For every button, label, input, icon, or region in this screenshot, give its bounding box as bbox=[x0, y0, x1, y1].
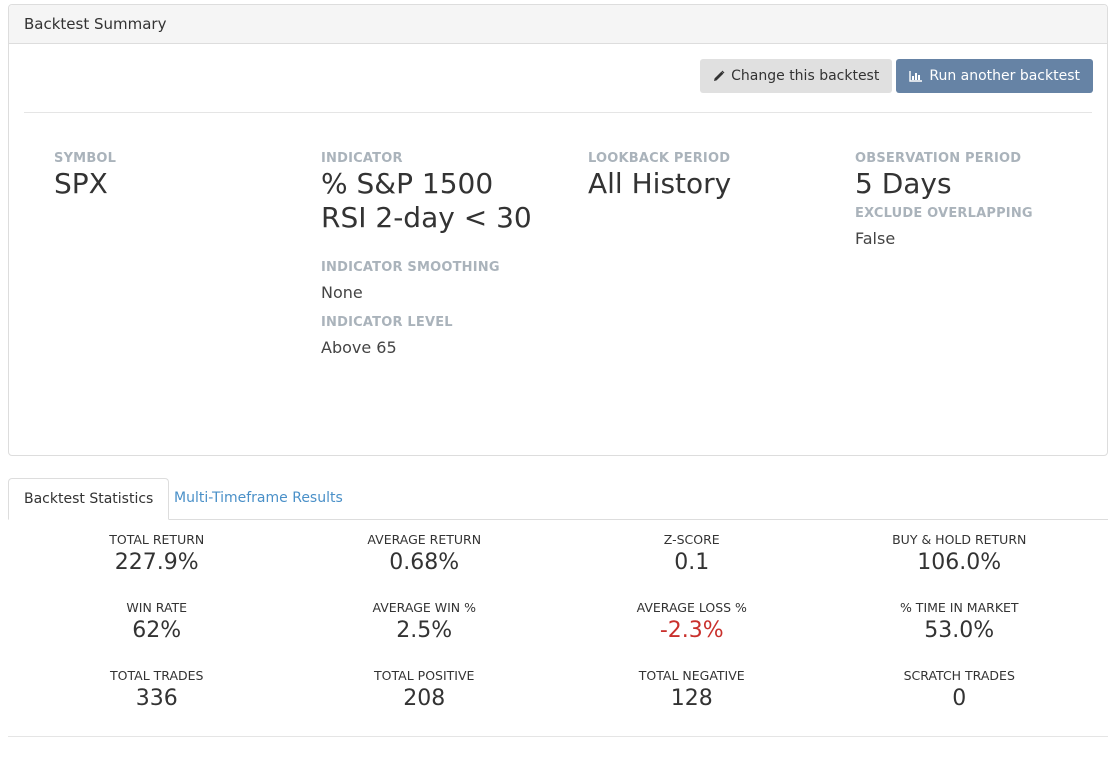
stat-label: Z-SCORE bbox=[663, 532, 720, 547]
stat-value: 2.5% bbox=[396, 618, 453, 643]
symbol-column: SYMBOL SPX bbox=[54, 151, 314, 200]
stat-label: TOTAL POSITIVE bbox=[374, 668, 475, 683]
run-another-backtest-button[interactable]: Run another backtest bbox=[896, 59, 1093, 93]
indicator-label: INDICATOR bbox=[321, 151, 403, 166]
stat-scratch-trades: SCRATCH TRADES 0 bbox=[826, 666, 1094, 734]
results-tabs: Backtest Statistics Multi-Timeframe Resu… bbox=[8, 478, 1108, 520]
lookback-label: LOOKBACK PERIOD bbox=[588, 151, 731, 166]
stat-value: 53.0% bbox=[924, 618, 995, 643]
run-another-backtest-label: Run another backtest bbox=[929, 68, 1080, 84]
change-backtest-label: Change this backtest bbox=[731, 68, 880, 84]
stat-average-loss: AVERAGE LOSS % -2.3% bbox=[558, 598, 826, 666]
observation-value: 5 Days bbox=[855, 167, 952, 200]
stat-average-return: AVERAGE RETURN 0.68% bbox=[291, 530, 559, 598]
stat-value: 227.9% bbox=[114, 550, 199, 575]
lookback-column: LOOKBACK PERIOD All History bbox=[588, 151, 848, 200]
indicator-level-value: Above 65 bbox=[321, 338, 397, 357]
panel-divider bbox=[24, 112, 1092, 113]
indicator-value-line1: % S&P 1500 bbox=[321, 167, 494, 200]
stat-value: 128 bbox=[670, 686, 713, 711]
stat-total-positive: TOTAL POSITIVE 208 bbox=[291, 666, 559, 734]
lookback-value: All History bbox=[588, 167, 732, 200]
stat-label: AVERAGE RETURN bbox=[367, 532, 482, 547]
stat-value: 336 bbox=[135, 686, 178, 711]
stat-value-negative: -2.3% bbox=[659, 618, 724, 643]
tab-backtest-statistics[interactable]: Backtest Statistics bbox=[8, 478, 170, 520]
stat-total-trades: TOTAL TRADES 336 bbox=[23, 666, 291, 734]
indicator-level-label: INDICATOR LEVEL bbox=[321, 315, 453, 330]
indicator-value-line2: RSI 2-day < 30 bbox=[321, 201, 532, 234]
stat-value: 62% bbox=[132, 618, 182, 643]
stat-buy-hold-return: BUY & HOLD RETURN 106.0% bbox=[826, 530, 1094, 598]
change-backtest-button[interactable]: Change this backtest bbox=[700, 59, 893, 93]
stat-label: TOTAL NEGATIVE bbox=[638, 668, 745, 683]
stat-z-score: Z-SCORE 0.1 bbox=[558, 530, 826, 598]
observation-label: OBSERVATION PERIOD bbox=[855, 151, 1022, 166]
symbol-label: SYMBOL bbox=[54, 151, 117, 166]
stat-win-rate: WIN RATE 62% bbox=[23, 598, 291, 666]
stat-value: 0.1 bbox=[674, 550, 710, 575]
exclude-overlapping-value: False bbox=[855, 229, 896, 248]
stat-label: % TIME IN MARKET bbox=[899, 600, 1019, 615]
stat-label: AVERAGE WIN % bbox=[372, 600, 476, 615]
stat-value: 0 bbox=[952, 686, 967, 711]
stat-value: 106.0% bbox=[917, 550, 1002, 575]
stat-value: 208 bbox=[403, 686, 446, 711]
stat-label: SCRATCH TRADES bbox=[903, 668, 1015, 683]
observation-column: OBSERVATION PERIOD 5 Days EXCLUDE OVERLA… bbox=[855, 151, 1115, 249]
tab-multi-timeframe-results[interactable]: Multi-Timeframe Results bbox=[174, 490, 343, 506]
exclude-overlapping-label: EXCLUDE OVERLAPPING bbox=[855, 206, 1033, 221]
stat-label: BUY & HOLD RETURN bbox=[892, 532, 1027, 547]
stat-total-negative: TOTAL NEGATIVE 128 bbox=[558, 666, 826, 734]
stat-average-win: AVERAGE WIN % 2.5% bbox=[291, 598, 559, 666]
stat-label: AVERAGE LOSS % bbox=[636, 600, 747, 615]
stat-label: WIN RATE bbox=[126, 600, 188, 615]
symbol-value: SPX bbox=[54, 167, 108, 200]
stat-label: TOTAL TRADES bbox=[110, 668, 204, 683]
bottom-divider bbox=[8, 736, 1108, 737]
indicator-smoothing-label: INDICATOR SMOOTHING bbox=[321, 260, 500, 275]
stat-value: 0.68% bbox=[389, 550, 460, 575]
panel-title: Backtest Summary bbox=[9, 5, 1107, 44]
stat-label: TOTAL RETURN bbox=[109, 532, 205, 547]
indicator-column: INDICATOR % S&P 1500 RSI 2-day < 30 INDI… bbox=[321, 151, 581, 358]
stat-total-return: TOTAL RETURN 227.9% bbox=[23, 530, 291, 598]
indicator-smoothing-value: None bbox=[321, 283, 363, 302]
pencil-icon bbox=[713, 70, 725, 82]
statistics-grid: TOTAL RETURN 227.9% AVERAGE RETURN 0.68%… bbox=[23, 530, 1093, 734]
backtest-summary-panel: Backtest Summary Change this backtest Ru… bbox=[8, 4, 1108, 456]
action-buttons: Change this backtest Run another backtes… bbox=[700, 59, 1093, 93]
stat-time-in-market: % TIME IN MARKET 53.0% bbox=[826, 598, 1094, 666]
bar-chart-icon bbox=[909, 70, 923, 82]
